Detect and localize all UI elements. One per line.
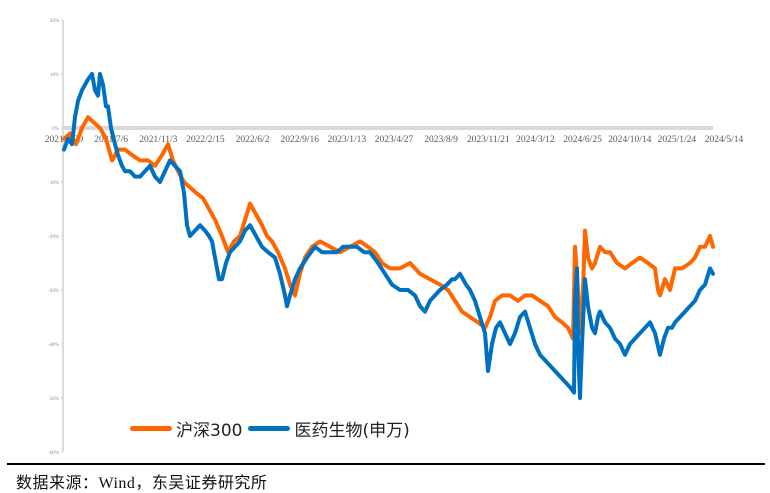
y-tick-label: 10% (50, 73, 59, 78)
legend-item-pharma: 医药生物(申万) (248, 416, 410, 441)
x-tick-label: 2021/11/3 (139, 135, 177, 145)
series-layer (62, 72, 715, 400)
y-tick-label: 20% (50, 19, 59, 24)
legend-swatch-blue (248, 426, 291, 431)
legend-label: 沪深300 (176, 421, 243, 441)
x-tick-label: 2024/10/14 (608, 135, 652, 145)
y-tick-label: -60% (48, 451, 59, 456)
x-axis-labels: 2021/3/29 2021/7/6 2021/11/3 2022/2/15 2022/… (45, 135, 744, 145)
y-tick-label: -30% (48, 289, 59, 294)
x-tick-label: 2022/6/2 (236, 135, 270, 145)
legend-label: 医药生物(申万) (294, 421, 410, 441)
x-tick-label: 2022/2/15 (186, 135, 225, 145)
x-tick-label: 2024/5/14 (705, 135, 744, 145)
y-tick-label: -50% (48, 397, 59, 402)
chart-legend: 沪深300 医药生物(申万) (130, 416, 416, 441)
y-tick-label: -20% (48, 235, 59, 240)
y-axis: 20% 10% 0% -10% -20% -30% -40% -50% -60% (48, 19, 64, 456)
series-hs300-line (62, 115, 715, 341)
data-source-note: 数据来源：Wind，东吴证券研究所 (16, 475, 268, 492)
y-tick-label: -10% (48, 181, 59, 186)
y-tick-label: 0% (52, 127, 59, 132)
x-tick-label: 2024/6/25 (563, 135, 602, 145)
x-tick-label: 2023/1/13 (328, 135, 367, 145)
x-tick-label: 2025/1/24 (658, 135, 697, 145)
x-tick-label: 2023/8/9 (424, 135, 458, 145)
series-pharma-line (62, 72, 715, 400)
x-tick-label: 2022/9/16 (280, 135, 319, 145)
y-tick-label: -40% (48, 343, 59, 348)
x-tick-label: 2021/7/6 (94, 135, 128, 145)
legend-swatch-orange (130, 426, 172, 431)
x-tick-label: 2023/11/21 (467, 135, 510, 145)
legend-item-hs300: 沪深300 (130, 416, 242, 441)
x-tick-label: 2023/4/27 (375, 135, 414, 145)
x-tick-label: 2024/3/12 (516, 135, 555, 145)
source-divider (7, 463, 765, 465)
